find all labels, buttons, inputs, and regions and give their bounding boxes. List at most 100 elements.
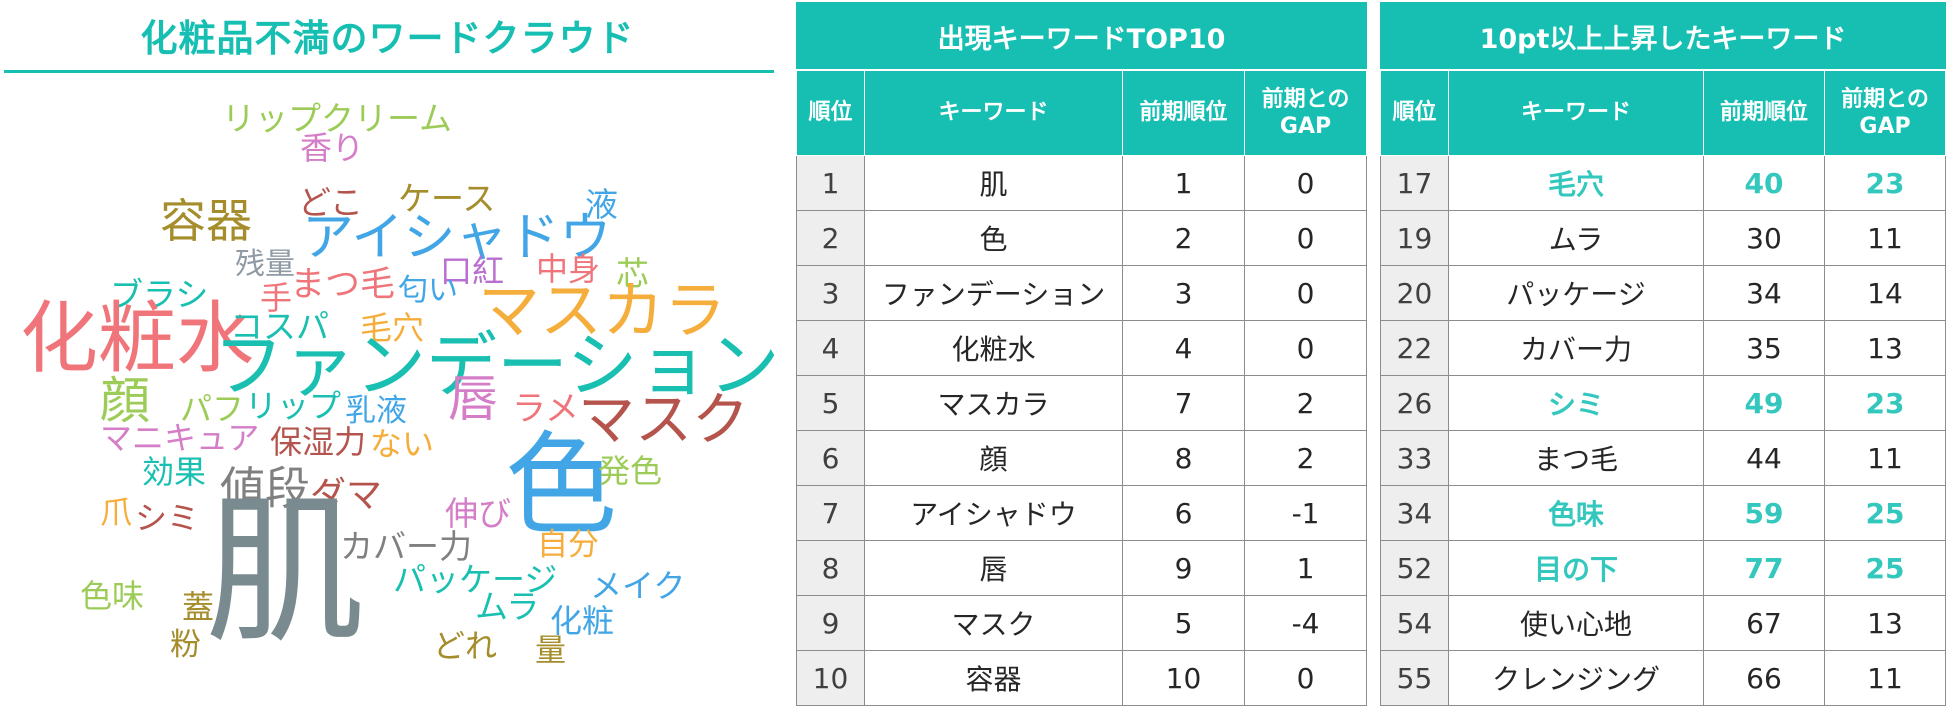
cloud-word: 毛穴	[360, 309, 425, 347]
table-row: 52 目の下 77 25	[1380, 540, 1946, 596]
cloud-word: 粉	[170, 627, 201, 663]
cloud-word: 色味	[80, 577, 145, 615]
col-header-gap: 前期との GAP	[1824, 69, 1946, 156]
cloud-word: メイク	[590, 567, 686, 605]
keyword-cell: まつ毛	[1448, 430, 1704, 486]
keyword-cell: マスカラ	[864, 375, 1123, 431]
prev-rank-cell: 35	[1703, 320, 1825, 376]
prev-rank-cell: 2	[1122, 210, 1245, 266]
rank-cell: 19	[1380, 210, 1449, 266]
cloud-word: ない	[370, 425, 435, 463]
cloud-word: 保湿力	[270, 423, 367, 461]
prev-rank-cell: 44	[1703, 430, 1825, 486]
word-cloud: リップクリーム 香り 容器 どこ ケース 液アイシャドウ 残量 口紅 中身芯ブラシ 手まつ毛 匂いマ…	[0, 0, 790, 715]
table-row: 55 クレンジング 66 11	[1380, 650, 1946, 706]
cloud-word: リップ	[245, 387, 342, 425]
cloud-word: 乳液	[345, 393, 407, 429]
cloud-word: マスカラ	[478, 274, 727, 347]
cloud-word: ケース	[398, 179, 496, 218]
rank-cell: 54	[1380, 595, 1449, 651]
gap-header-line1: 前期との	[1261, 86, 1350, 112]
cloud-word: ダマ	[310, 475, 383, 516]
keyword-cell: 化粧水	[864, 320, 1123, 376]
cloud-word: 量	[535, 633, 566, 669]
col-header-keyword: キーワード	[1448, 69, 1704, 156]
table-row: 3 ファンデーション 3 0	[796, 265, 1368, 321]
prev-rank-cell: 10	[1122, 650, 1245, 706]
gap-cell: 0	[1243, 155, 1368, 211]
table-row: 26 シミ 49 23	[1380, 375, 1946, 431]
cloud-word: 伸び	[445, 494, 511, 533]
word-cloud-title: 化粧品不満のワードクラウド	[140, 17, 635, 60]
cloud-word: 液	[585, 185, 618, 224]
prev-rank-cell: 40	[1703, 155, 1825, 211]
prev-rank-cell: 3	[1122, 265, 1245, 321]
word-cloud-panel: 化粧品不満のワードクラウド リップクリーム 香り 容器 どこ ケース 液アイシャドウ 残量 口…	[0, 0, 790, 715]
gap-cell: 2	[1243, 375, 1368, 431]
gap-cell: 2	[1243, 430, 1368, 486]
cloud-word: 中身	[536, 250, 601, 288]
gap-cell: 14	[1824, 265, 1946, 321]
cloud-word: リップクリーム	[222, 99, 453, 138]
gap-cell: 11	[1824, 430, 1946, 486]
gap-cell: 13	[1824, 595, 1946, 651]
table-row: 10 容器 10 0	[796, 650, 1368, 706]
gap-cell: 13	[1824, 320, 1946, 376]
table-row: 7 アイシャドウ 6 -1	[796, 485, 1368, 541]
keyword-cell: 目の下	[1448, 540, 1704, 596]
gap-cell: 23	[1824, 375, 1946, 431]
rank-cell: 10	[796, 650, 865, 706]
cloud-word: 肌	[205, 478, 366, 665]
keyword-cell: 顔	[864, 430, 1123, 486]
keyword-cell: 肌	[864, 155, 1123, 211]
col-header-rank: 順位	[1380, 69, 1449, 156]
prev-rank-cell: 66	[1703, 650, 1825, 706]
cloud-word: まつ毛	[290, 265, 396, 305]
gap-cell: 25	[1824, 485, 1946, 541]
table-row: 4 化粧水 4 0	[796, 320, 1368, 376]
cloud-word: 顔	[100, 372, 150, 430]
cloud-word: ブラシ	[110, 275, 209, 314]
gap-cell: 0	[1243, 650, 1368, 706]
cloud-word: 芯	[616, 254, 649, 293]
prev-rank-cell: 59	[1703, 485, 1825, 541]
rank-cell: 2	[796, 210, 865, 266]
cloud-word: 匂い	[398, 273, 458, 308]
rank-cell: 3	[796, 265, 865, 321]
rank-cell: 5	[796, 375, 865, 431]
cloud-word: 化粧水	[20, 294, 255, 384]
cloud-word: パッケージ	[393, 560, 558, 599]
table-row: 33 まつ毛 44 11	[1380, 430, 1946, 486]
prev-rank-cell: 34	[1703, 265, 1825, 321]
prev-rank-cell: 8	[1122, 430, 1245, 486]
rank-cell: 52	[1380, 540, 1449, 596]
gap-cell: 0	[1243, 265, 1368, 321]
title-underline	[4, 70, 774, 73]
table-row: 9 マスク 5 -4	[796, 595, 1368, 651]
prev-rank-cell: 4	[1122, 320, 1245, 376]
rank-cell: 1	[796, 155, 865, 211]
keyword-cell: 唇	[864, 540, 1123, 596]
gap-cell: 23	[1824, 155, 1946, 211]
rank-cell: 4	[796, 320, 865, 376]
cloud-word: 容器	[160, 194, 252, 248]
cloud-word: カバー力	[340, 527, 472, 566]
table-row: 54 使い心地 67 13	[1380, 595, 1946, 651]
prev-rank-cell: 77	[1703, 540, 1825, 596]
rank-cell: 20	[1380, 265, 1449, 321]
prev-rank-cell: 7	[1122, 375, 1245, 431]
top10-table-title: 出現キーワードTOP10	[795, 2, 1368, 71]
keyword-cell: クレンジング	[1448, 650, 1704, 706]
cloud-word: 手	[260, 279, 293, 317]
cloud-word: 口紅	[440, 252, 505, 290]
gap-cell: 1	[1243, 540, 1368, 596]
prev-rank-cell: 5	[1122, 595, 1245, 651]
cloud-word: コスパ	[230, 307, 329, 346]
cloud-word: 化粧	[550, 602, 615, 640]
keyword-cell: 毛穴	[1448, 155, 1704, 211]
gap-cell: 11	[1824, 210, 1946, 266]
